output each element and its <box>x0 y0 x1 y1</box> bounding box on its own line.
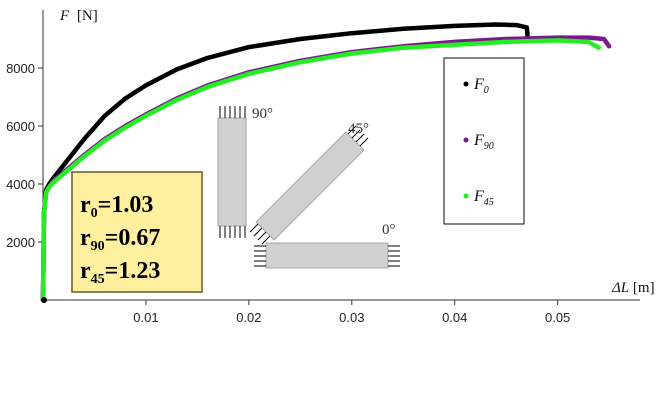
r-value-line: r90=0.67 <box>80 225 160 254</box>
angle-label-45: 45° <box>348 121 369 137</box>
x-tick-label: 0.04 <box>442 310 467 325</box>
series-line-f45 <box>40 38 602 303</box>
legend-label-f90: F90 <box>473 132 494 152</box>
r-value-line: r0=1.03 <box>80 192 153 221</box>
specimen-schematic: 90° 45° 0° <box>217 106 400 269</box>
legend: F0 F90 F45 <box>443 57 525 225</box>
x-axis-label: ΔL [m] <box>611 280 655 296</box>
legend-marker-f0 <box>463 81 469 87</box>
specimen-90-arrows-bottom <box>219 226 246 238</box>
x-tick-label: 0.03 <box>339 310 364 325</box>
y-axis-label: F [N] <box>59 8 98 24</box>
y-tick-label: 6000 <box>6 119 35 134</box>
specimen-0-arrows <box>254 245 400 267</box>
origin-point <box>41 297 47 303</box>
r-value-line: r45=1.23 <box>80 258 160 287</box>
specimen-90 <box>217 117 247 227</box>
specimen-45 <box>255 131 365 241</box>
legend-marker-f90 <box>463 137 469 143</box>
x-tick-label: 0.05 <box>545 310 570 325</box>
y-tick-label: 4000 <box>6 177 35 192</box>
angle-label-90: 90° <box>252 106 273 122</box>
y-tick-label: 2000 <box>6 235 35 250</box>
specimen-45-arrows <box>249 125 369 245</box>
legend-marker-f45 <box>463 193 469 199</box>
y-tick-label: 8000 <box>6 61 35 76</box>
r-values-box: r0=1.03 r90=0.67 r45=1.23 <box>71 171 203 293</box>
x-tick-label: 0.02 <box>236 310 261 325</box>
legend-label-f0: F0 <box>473 76 489 96</box>
specimen-0 <box>265 242 389 269</box>
angle-label-0: 0° <box>382 222 396 238</box>
specimen-90-arrows-top <box>219 106 246 118</box>
legend-label-f45: F45 <box>473 188 494 208</box>
x-tick-label: 0.01 <box>133 310 158 325</box>
